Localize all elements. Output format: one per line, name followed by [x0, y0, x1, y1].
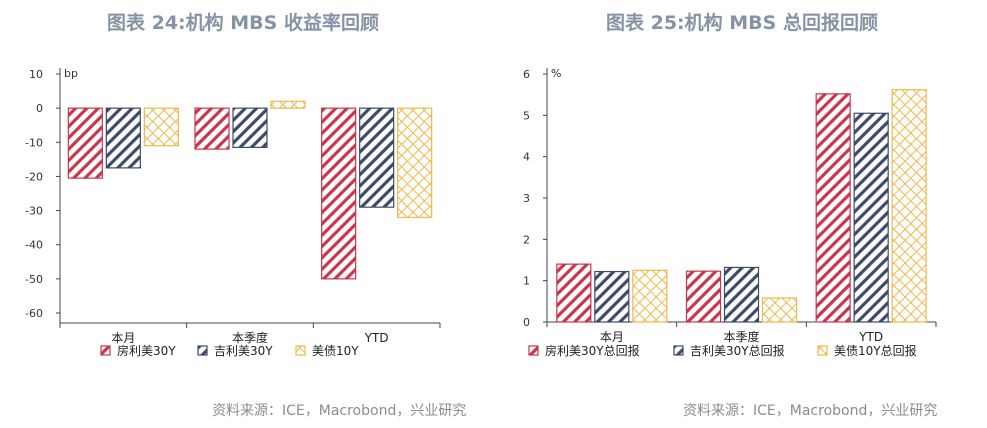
bar — [891, 89, 927, 323]
y-tick-label: -10 — [25, 136, 43, 149]
bar — [761, 297, 798, 323]
y-tick-label: 4 — [523, 151, 530, 164]
y-tick-label: -50 — [25, 273, 43, 286]
y-tick-label: 3 — [523, 192, 530, 205]
bar — [556, 263, 592, 323]
legend-label: 吉利美30Y总回报 — [690, 343, 785, 358]
legend-swatch — [673, 345, 684, 356]
y-tick-label: -30 — [25, 205, 43, 218]
y-tick-label: 10 — [29, 68, 43, 81]
legend-swatch — [100, 345, 111, 356]
y-tick-label: 5 — [523, 109, 530, 122]
x-tick-label: 本季度 — [723, 329, 759, 344]
left-source-note: 资料来源：ICE，Macrobond，兴业研究 — [212, 403, 467, 419]
right-chart-title: 图表 25:机构 MBS 总回报回顾 — [606, 12, 878, 34]
bar — [232, 107, 268, 149]
left-chart-plot: 10 0 -10 -20 -30 -40 -50 -60 bp 本月 本季度 YTD 房利美30Y 吉利美… — [25, 67, 441, 358]
bar — [594, 270, 630, 323]
y-tick-label: -40 — [25, 239, 43, 252]
y-axis-unit: % — [551, 67, 561, 80]
x-tick-label: 本月 — [600, 330, 624, 344]
right-source-note: 资料来源：ICE，Macrobond，兴业研究 — [683, 403, 938, 419]
legend-label: 房利美30Y — [117, 343, 176, 358]
bar — [815, 93, 851, 323]
bar — [67, 107, 103, 179]
y-tick-label: 0 — [523, 316, 530, 329]
bar — [105, 107, 141, 169]
legend-label: 房利美30Y总回报 — [545, 343, 640, 358]
y-tick-label: 2 — [523, 233, 530, 246]
legend-swatch — [528, 345, 539, 356]
bar — [270, 100, 306, 109]
legend-swatch — [817, 345, 828, 356]
y-tick-label: 0 — [36, 102, 43, 115]
bar — [194, 107, 230, 150]
x-tick-label: 本月 — [111, 331, 135, 345]
legend-swatch — [197, 345, 208, 356]
bar — [685, 270, 722, 323]
legend-label: 美债10Y总回报 — [834, 343, 917, 358]
x-tick-label: 本季度 — [232, 330, 268, 345]
bar — [723, 266, 760, 323]
y-tick-label: -20 — [25, 170, 43, 183]
y-axis-unit: bp — [64, 67, 78, 80]
bar — [853, 112, 889, 323]
bar — [359, 107, 395, 208]
bar — [321, 107, 357, 280]
y-tick-label: -60 — [25, 307, 43, 320]
x-tick-label: YTD — [858, 330, 883, 344]
legend-label: 吉利美30Y — [214, 344, 273, 358]
x-tick-label: YTD — [364, 331, 389, 345]
bar — [632, 269, 668, 323]
legend-label: 美债10Y — [312, 344, 359, 358]
y-tick-label: 6 — [523, 68, 530, 81]
right-chart-plot: 0 1 2 3 4 5 6 % 本月 本季度 YTD 房利美30Y总回报 吉利美30Y总回报 美债10Y总… — [523, 67, 937, 358]
legend-swatch — [295, 345, 306, 356]
bar — [397, 107, 433, 219]
bar — [143, 107, 179, 147]
y-tick-label: 1 — [523, 275, 530, 288]
left-chart-title: 图表 24:机构 MBS 收益率回顾 — [107, 12, 379, 34]
